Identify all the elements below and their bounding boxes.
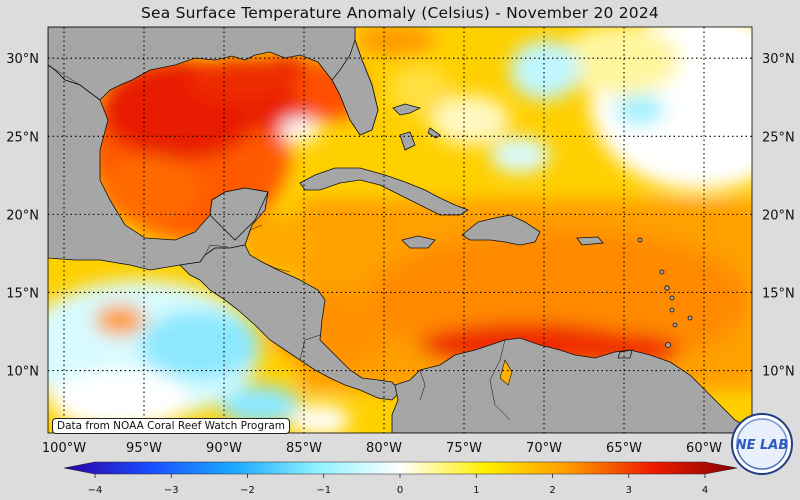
- land-jamaica: [401, 235, 436, 249]
- lat-label-left: 30°N: [6, 52, 39, 67]
- colorbar-tick-label: −2: [240, 485, 255, 496]
- lon-label: 100°W: [42, 441, 86, 456]
- colorbar-tick-label: 2: [549, 485, 555, 496]
- colorbar-gradient: [63, 461, 738, 475]
- latitude-labels-left: 30°N 25°N 20°N 15°N 10°N: [6, 52, 39, 379]
- colorbar-tick-label: 1: [473, 485, 479, 496]
- colorbar-ticks: −4 −3 −2 −1 0 1 2 3 4: [88, 474, 708, 496]
- data-credit: Data from NOAA Coral Reef Watch Program: [52, 418, 290, 434]
- country-borders: [48, 64, 511, 421]
- land-central-america: [179, 244, 401, 401]
- gridlines: [48, 27, 752, 433]
- colorbar: −4 −3 −2 −1 0 1 2 3 4: [63, 461, 738, 496]
- lat-label-right: 15°N: [762, 286, 795, 301]
- colorbar-tick-label: −4: [88, 485, 103, 496]
- land-south-america: [391, 337, 752, 433]
- colorbar-tick-label: 4: [702, 485, 708, 496]
- colorbar-tick-label: 0: [397, 485, 403, 496]
- lon-label: 85°W: [286, 441, 322, 456]
- colorbar-tick-label: −1: [316, 485, 331, 496]
- latitude-labels-right: 30°N 25°N 20°N 15°N 10°N: [762, 52, 795, 379]
- lat-label-left: 15°N: [6, 286, 39, 301]
- lat-label-right: 10°N: [762, 365, 795, 380]
- logo-text: NE LAB: [736, 438, 789, 453]
- land-masses: [48, 27, 752, 433]
- map-frame: [47, 26, 753, 434]
- lat-label-right: 25°N: [762, 130, 795, 145]
- lat-label-right: 20°N: [762, 208, 795, 223]
- lon-label: 65°W: [606, 441, 642, 456]
- land-bahamas: [392, 103, 422, 116]
- longitude-labels: 100°W 95°W 90°W 85°W 80°W 75°W 70°W 65°W 60°W: [42, 441, 722, 456]
- lat-label-left: 10°N: [6, 365, 39, 380]
- lat-label-left: 20°N: [6, 208, 39, 223]
- land-yucatan: [209, 187, 269, 241]
- colorbar-tick-label: 3: [626, 485, 632, 496]
- colorbar-tick-label: −3: [164, 485, 179, 496]
- nelab-logo: NE LAB: [731, 413, 793, 475]
- land-puerto-rico: [576, 236, 604, 246]
- lon-label: 75°W: [446, 441, 482, 456]
- land-hispaniola: [461, 214, 541, 246]
- lon-label: 60°W: [686, 441, 722, 456]
- lon-label: 70°W: [526, 441, 562, 456]
- lat-label-left: 25°N: [6, 130, 39, 145]
- lon-label: 90°W: [206, 441, 242, 456]
- lon-label: 95°W: [126, 441, 162, 456]
- lon-label: 80°W: [366, 441, 402, 456]
- land-florida: [331, 38, 379, 136]
- map-title: Sea Surface Temperature Anomaly (Celsius…: [141, 4, 659, 22]
- lat-label-right: 30°N: [762, 52, 795, 67]
